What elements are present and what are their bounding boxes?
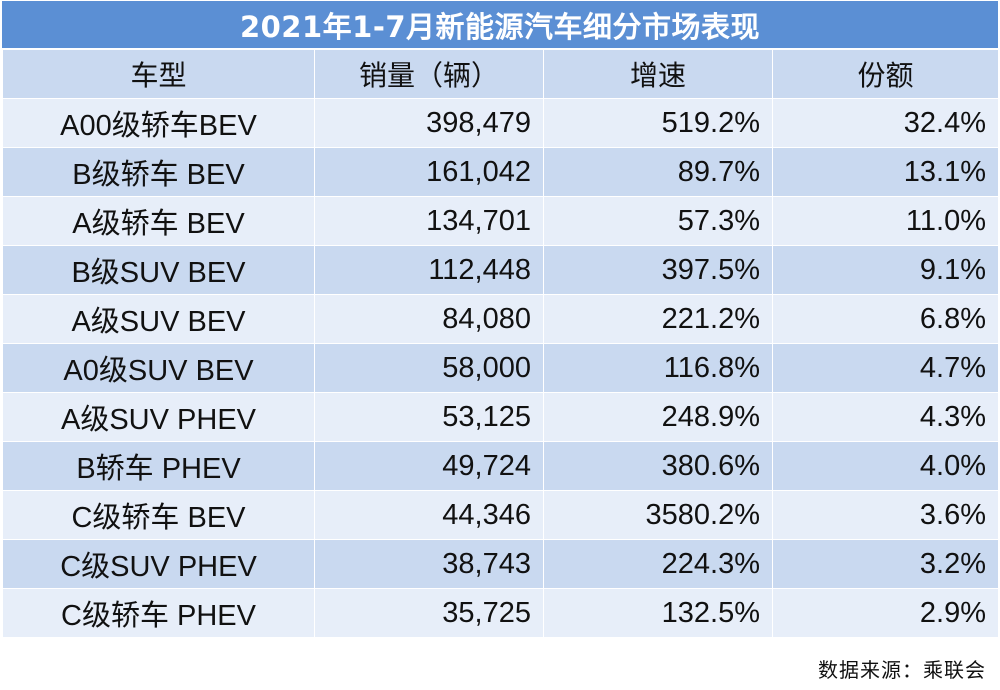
market-table: 车型 销量（辆） 增速 份额 A00级轿车BEV 398,479 519.2% … <box>2 49 999 638</box>
table-row: C级轿车 PHEV 35,725 132.5% 2.9% <box>2 588 999 638</box>
cell-sales: 38,743 <box>314 539 544 589</box>
cell-sales: 84,080 <box>314 294 544 344</box>
cell-type: C级轿车 PHEV <box>2 588 315 638</box>
table-row: C级轿车 BEV 44,346 3580.2% 3.6% <box>2 490 999 540</box>
cell-type: A0级SUV BEV <box>2 343 315 393</box>
cell-growth: 132.5% <box>543 588 773 638</box>
cell-growth: 397.5% <box>543 245 773 295</box>
cell-share: 3.6% <box>772 490 999 540</box>
cell-share: 13.1% <box>772 147 999 197</box>
cell-growth: 116.8% <box>543 343 773 393</box>
cell-sales: 44,346 <box>314 490 544 540</box>
cell-share: 11.0% <box>772 196 999 246</box>
cell-type: A级SUV PHEV <box>2 392 315 442</box>
table-row: B轿车 PHEV 49,724 380.6% 4.0% <box>2 441 999 491</box>
cell-growth: 380.6% <box>543 441 773 491</box>
cell-sales: 49,724 <box>314 441 544 491</box>
cell-growth: 224.3% <box>543 539 773 589</box>
cell-share: 6.8% <box>772 294 999 344</box>
cell-growth: 248.9% <box>543 392 773 442</box>
cell-sales: 53,125 <box>314 392 544 442</box>
table-row: B级轿车 BEV 161,042 89.7% 13.1% <box>2 147 999 197</box>
cell-type: A级SUV BEV <box>2 294 315 344</box>
table-row: C级SUV PHEV 38,743 224.3% 3.2% <box>2 539 999 589</box>
table-row: A0级SUV BEV 58,000 116.8% 4.7% <box>2 343 999 393</box>
cell-sales: 35,725 <box>314 588 544 638</box>
cell-share: 32.4% <box>772 98 999 148</box>
header-growth: 增速 <box>543 49 773 99</box>
table-row: A级SUV BEV 84,080 221.2% 6.8% <box>2 294 999 344</box>
cell-sales: 134,701 <box>314 196 544 246</box>
cell-sales: 112,448 <box>314 245 544 295</box>
header-share: 份额 <box>772 49 999 99</box>
header-row: 车型 销量（辆） 增速 份额 <box>2 49 999 99</box>
cell-sales: 161,042 <box>314 147 544 197</box>
cell-share: 3.2% <box>772 539 999 589</box>
cell-sales: 398,479 <box>314 98 544 148</box>
cell-type: B轿车 PHEV <box>2 441 315 491</box>
cell-share: 4.7% <box>772 343 999 393</box>
cell-type: B级SUV BEV <box>2 245 315 295</box>
cell-growth: 89.7% <box>543 147 773 197</box>
cell-growth: 3580.2% <box>543 490 773 540</box>
header-type: 车型 <box>2 49 315 99</box>
cell-type: B级轿车 BEV <box>2 147 315 197</box>
cell-growth: 57.3% <box>543 196 773 246</box>
cell-sales: 58,000 <box>314 343 544 393</box>
table-title: 2021年1-7月新能源汽车细分市场表现 <box>2 1 998 48</box>
cell-type: C级SUV PHEV <box>2 539 315 589</box>
cell-type: A00级轿车BEV <box>2 98 315 148</box>
header-sales: 销量（辆） <box>314 49 544 99</box>
table-row: A00级轿车BEV 398,479 519.2% 32.4% <box>2 98 999 148</box>
table-row: B级SUV BEV 112,448 397.5% 9.1% <box>2 245 999 295</box>
cell-share: 4.0% <box>772 441 999 491</box>
table-row: A级轿车 BEV 134,701 57.3% 11.0% <box>2 196 999 246</box>
cell-growth: 221.2% <box>543 294 773 344</box>
data-source-note: 数据来源：乘联会 <box>818 657 986 682</box>
table-row: A级SUV PHEV 53,125 248.9% 4.3% <box>2 392 999 442</box>
cell-type: C级轿车 BEV <box>2 490 315 540</box>
cell-growth: 519.2% <box>543 98 773 148</box>
cell-share: 9.1% <box>772 245 999 295</box>
cell-share: 4.3% <box>772 392 999 442</box>
cell-share: 2.9% <box>772 588 999 638</box>
cell-type: A级轿车 BEV <box>2 196 315 246</box>
